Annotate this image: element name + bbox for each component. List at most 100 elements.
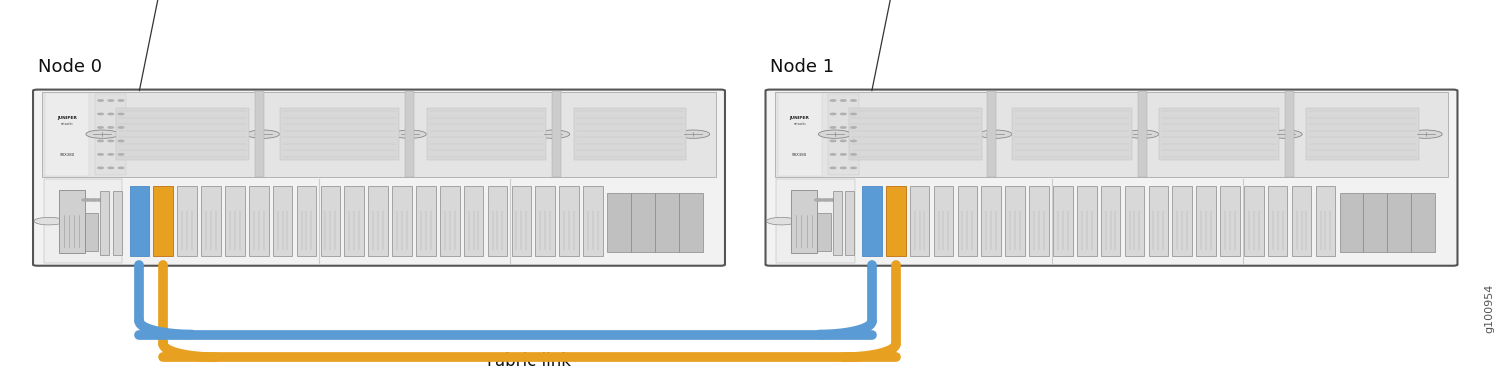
Circle shape [851, 140, 856, 142]
Circle shape [119, 113, 123, 115]
Circle shape [1409, 130, 1442, 138]
Circle shape [841, 113, 847, 115]
Bar [862, 186, 881, 256]
Circle shape [841, 140, 847, 142]
Bar [1030, 186, 1049, 256]
Bar [1054, 186, 1073, 256]
Bar [886, 186, 905, 256]
Circle shape [119, 154, 123, 155]
Bar [1196, 186, 1216, 256]
Bar [1159, 108, 1279, 160]
Circle shape [108, 154, 114, 155]
Bar [512, 186, 531, 256]
Bar [368, 186, 387, 256]
Bar [249, 186, 269, 256]
Bar [1363, 194, 1387, 253]
Bar [416, 186, 435, 256]
Circle shape [108, 140, 114, 142]
Bar [778, 93, 823, 176]
Circle shape [89, 199, 98, 201]
Bar [464, 186, 483, 256]
Circle shape [830, 127, 836, 128]
Bar [45, 93, 90, 176]
Circle shape [851, 127, 856, 128]
Circle shape [98, 127, 104, 128]
Bar [1124, 186, 1144, 256]
Circle shape [830, 167, 836, 169]
Bar [177, 186, 197, 256]
Circle shape [830, 100, 836, 101]
Circle shape [119, 167, 123, 169]
Bar [678, 194, 702, 253]
Circle shape [98, 154, 104, 155]
Circle shape [767, 217, 797, 225]
Bar [44, 179, 122, 263]
Circle shape [98, 140, 104, 142]
Text: Control port: Control port [845, 0, 944, 91]
Text: networks: networks [794, 122, 806, 126]
Bar [982, 186, 1001, 256]
Bar [297, 186, 317, 256]
Circle shape [1270, 130, 1303, 138]
Bar [59, 190, 84, 253]
Bar [791, 190, 817, 253]
Circle shape [821, 199, 830, 201]
Circle shape [119, 127, 123, 128]
Bar [84, 213, 98, 251]
Bar [225, 186, 245, 256]
Bar [101, 192, 110, 255]
Text: g100954: g100954 [1484, 283, 1493, 333]
Circle shape [393, 130, 426, 138]
Bar [1306, 108, 1418, 160]
Text: Fabric link: Fabric link [488, 352, 572, 370]
Bar [934, 186, 953, 256]
Circle shape [851, 113, 856, 115]
Bar [988, 91, 997, 177]
Circle shape [98, 113, 104, 115]
Bar [201, 186, 221, 256]
Bar [845, 192, 854, 255]
Circle shape [108, 167, 114, 169]
Bar [829, 94, 859, 175]
Bar [1285, 91, 1294, 177]
Text: SRX380: SRX380 [793, 153, 808, 157]
Bar [1013, 108, 1132, 160]
Bar [405, 91, 414, 177]
Circle shape [815, 199, 824, 201]
Circle shape [841, 154, 847, 155]
Bar [536, 186, 555, 256]
Circle shape [98, 100, 104, 101]
Circle shape [979, 130, 1012, 138]
Circle shape [35, 217, 65, 225]
Bar [321, 186, 341, 256]
Bar [910, 186, 929, 256]
Bar [817, 213, 830, 251]
FancyBboxPatch shape [766, 90, 1457, 266]
Bar [281, 108, 399, 160]
Text: JUNIPER: JUNIPER [57, 116, 77, 119]
FancyBboxPatch shape [33, 90, 725, 266]
Bar [1172, 186, 1192, 256]
Bar [1387, 194, 1411, 253]
Bar [1411, 194, 1435, 253]
Bar [1339, 194, 1363, 253]
Circle shape [829, 199, 838, 201]
Bar [116, 108, 249, 160]
Circle shape [96, 199, 105, 201]
Bar [833, 192, 842, 255]
Bar [560, 186, 579, 256]
Bar [255, 91, 264, 177]
Bar [1292, 186, 1312, 256]
Bar [344, 186, 365, 256]
Text: SRX380: SRX380 [60, 153, 75, 157]
Circle shape [830, 154, 836, 155]
Circle shape [119, 100, 123, 101]
Bar [630, 194, 654, 253]
Bar [1138, 91, 1147, 177]
Bar [776, 179, 854, 263]
Bar [42, 92, 716, 177]
Bar [392, 186, 411, 256]
Bar [606, 194, 630, 253]
Bar [1076, 186, 1097, 256]
Bar [1006, 186, 1025, 256]
